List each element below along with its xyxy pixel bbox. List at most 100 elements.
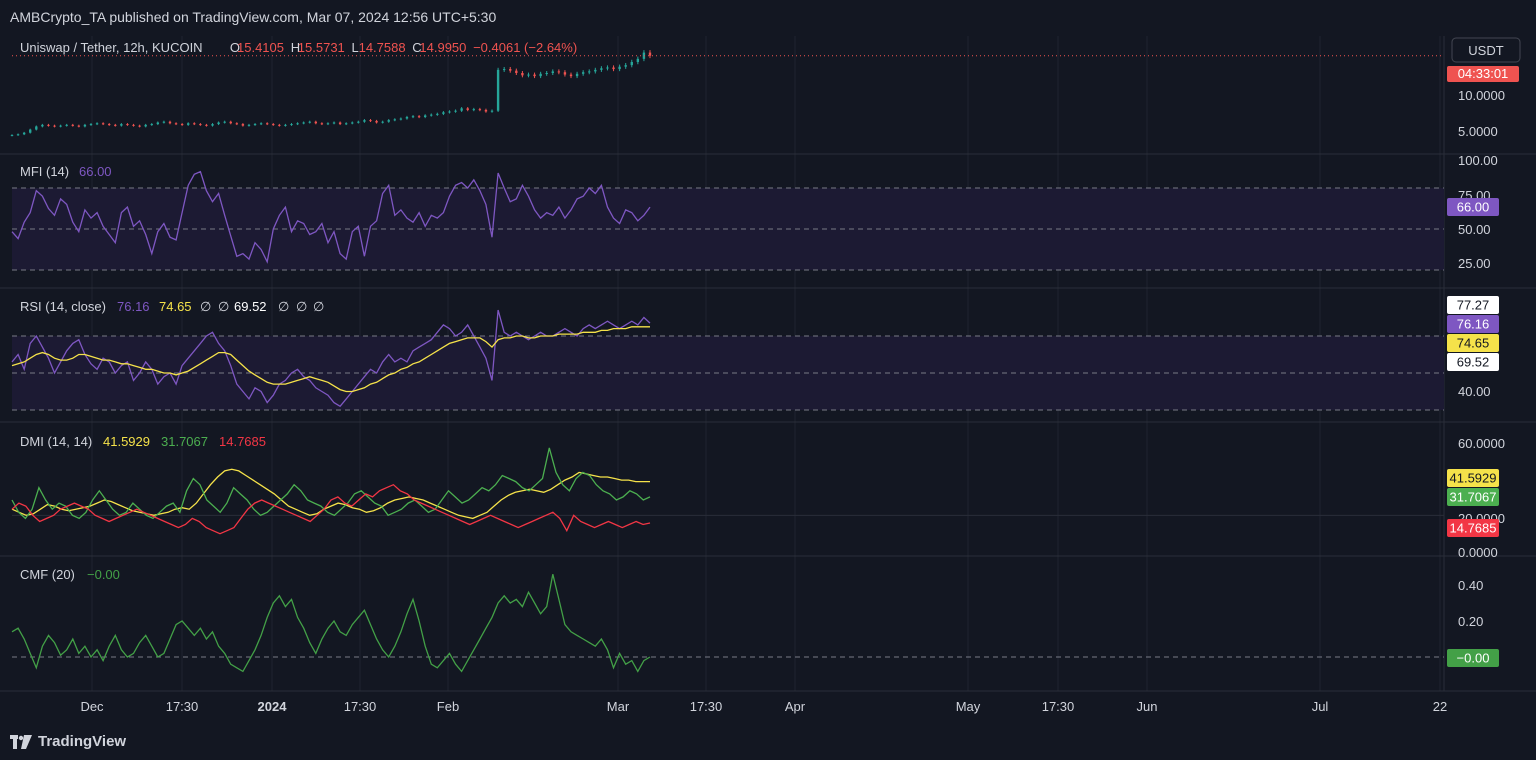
- candle-body: [387, 120, 390, 122]
- time-axis-label: Jul: [1312, 699, 1329, 714]
- candle-body: [278, 124, 281, 126]
- candle-body: [235, 123, 239, 125]
- rsi-line: [11, 309, 651, 408]
- candle-body: [229, 121, 232, 124]
- candle-body: [223, 121, 226, 123]
- mfi-value: 66.00: [79, 164, 112, 179]
- candle-body: [521, 73, 524, 76]
- candle-body: [320, 123, 324, 125]
- mfi-tick: 25.00: [1458, 256, 1491, 271]
- price-tick: 10.0000: [1458, 88, 1505, 103]
- time-axis-label: Jun: [1137, 699, 1158, 714]
- candle-body: [53, 125, 56, 127]
- rsi-legend-value: 74.65: [159, 299, 192, 314]
- time-axis-label: 17:30: [166, 699, 199, 714]
- close-value: 14.9950: [419, 40, 466, 55]
- candle-body: [460, 108, 463, 111]
- dmi-legend-value: 14.7685: [219, 434, 266, 449]
- candle-body: [557, 71, 561, 73]
- candle-body: [259, 123, 263, 125]
- time-axis-label: Feb: [437, 699, 459, 714]
- rsi-axis-tag-bg: [1447, 353, 1499, 371]
- candle-body: [399, 118, 403, 120]
- mfi-tick: 100.00: [1458, 153, 1498, 168]
- candle-body: [114, 124, 117, 126]
- candle-body: [217, 122, 220, 125]
- rsi-axis-tag-bg: [1447, 296, 1499, 314]
- dmi-tick: 0.0000: [1458, 545, 1498, 560]
- candle-body: [405, 117, 409, 119]
- candle-body: [478, 109, 482, 111]
- candle-body: [168, 121, 172, 124]
- candle-body: [357, 121, 360, 123]
- candle-body: [436, 113, 439, 115]
- rsi-legend-value: ∅: [218, 299, 229, 314]
- rsi-legend-value: 69.52: [234, 299, 267, 314]
- open-label: O: [230, 40, 240, 55]
- rsi-legend-value: ∅: [200, 299, 211, 314]
- footer-bar: TradingView: [0, 725, 1536, 760]
- candle-body: [454, 110, 457, 112]
- candle-body: [211, 124, 214, 126]
- rsi-ma-line: [11, 326, 650, 393]
- candle-body: [515, 70, 518, 73]
- rsi-axis-tag: 74.65: [1457, 336, 1490, 351]
- rsi-legend-value: ∅: [313, 299, 324, 314]
- candle-body: [490, 110, 494, 112]
- dmi-axis-tag: 31.7067: [1450, 490, 1497, 505]
- candle-body: [393, 119, 396, 121]
- candle-body: [65, 124, 68, 126]
- candle-body: [338, 122, 342, 125]
- candle-body: [588, 71, 591, 73]
- candle-body: [108, 124, 111, 126]
- dmi-legend-value: 31.7067: [161, 434, 208, 449]
- cmf-line: [11, 574, 651, 673]
- candle-body: [138, 125, 141, 127]
- dmi-axis-tag-bg: [1447, 519, 1499, 537]
- candle-body: [442, 112, 445, 114]
- candle-body: [241, 124, 245, 126]
- labels-layer: Uniswap / Tether, 12h, KUCOIN O15.4105 H15…: [20, 37, 1521, 714]
- time-axis-label: 2024: [258, 699, 288, 714]
- publisher-text: AMBCrypto_TA published on TradingView.co…: [10, 9, 497, 25]
- cmf-title: CMF (20): [20, 567, 75, 582]
- candle-body: [22, 132, 26, 135]
- candle-body: [581, 72, 585, 74]
- candle-body: [502, 69, 506, 71]
- candle-body: [411, 116, 415, 118]
- candle-body: [314, 121, 318, 124]
- candle-body: [642, 52, 646, 59]
- candle-body: [132, 124, 135, 126]
- candle-body: [266, 123, 269, 125]
- publisher-bar: AMBCrypto_TA published on TradingView.co…: [0, 0, 1536, 36]
- candle-body: [71, 124, 74, 126]
- dmi-legend-value: 41.5929: [103, 434, 150, 449]
- candle-body: [618, 66, 621, 70]
- candle-body: [509, 69, 512, 71]
- candle-body: [545, 73, 548, 74]
- dmi-axis-tag: 14.7685: [1450, 521, 1497, 536]
- candle-body: [594, 69, 597, 72]
- candle-body: [527, 74, 530, 76]
- rsi-tick: 40.00: [1458, 384, 1491, 399]
- candle-body: [83, 124, 87, 127]
- rsi-legend-value: ∅: [296, 299, 307, 314]
- candle-body: [575, 73, 579, 77]
- tradingview-logo[interactable]: TradingView: [10, 733, 126, 750]
- low-value: 14.7588: [359, 40, 406, 55]
- candle-body: [472, 109, 475, 111]
- chart-area[interactable]: Uniswap / Tether, 12h, KUCOIN O15.4105 H15…: [0, 36, 1536, 726]
- plots-layer: [10, 50, 1444, 673]
- change-value: −0.4061 (−2.64%): [473, 40, 577, 55]
- mfi-tick: 50.00: [1458, 222, 1491, 237]
- candle-body: [253, 124, 257, 126]
- candle-body: [563, 72, 567, 75]
- time-axis-label: 22: [1433, 699, 1447, 714]
- countdown-tag: 04:33:01: [1458, 66, 1509, 81]
- dmi-tick: 60.0000: [1458, 436, 1505, 451]
- tradingview-logo-icon: [10, 734, 32, 749]
- candle-body: [35, 126, 38, 130]
- candle-body: [144, 124, 147, 127]
- rsi-axis-tag: 69.52: [1457, 355, 1490, 370]
- mfi-title: MFI (14): [20, 164, 69, 179]
